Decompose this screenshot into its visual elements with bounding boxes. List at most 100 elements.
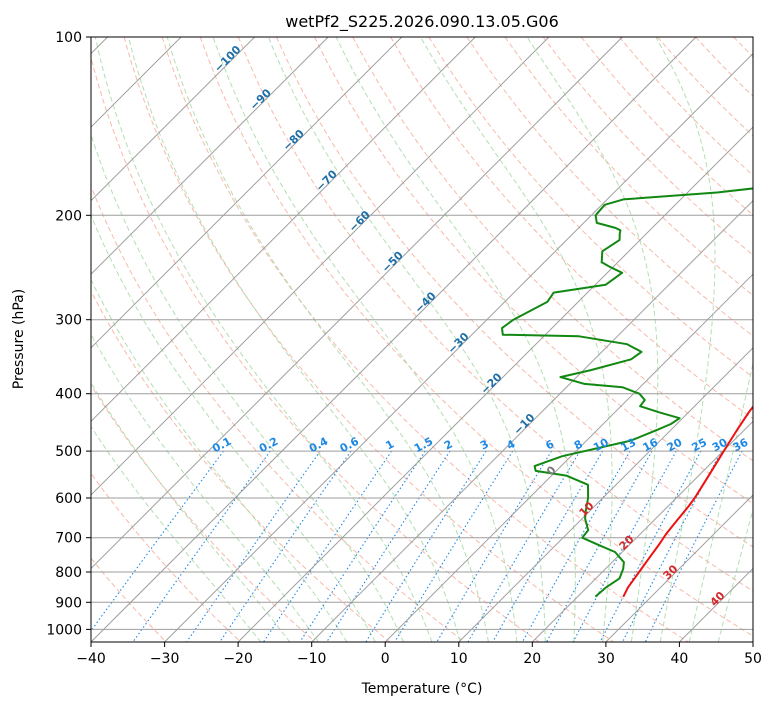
moist-adiabat-line xyxy=(94,37,433,642)
moist-adiabat-line xyxy=(91,278,348,642)
profile-series xyxy=(501,187,753,598)
y-tick-label: 100 xyxy=(55,30,82,46)
y-axis-label: Pressure (hPa) xyxy=(11,289,27,389)
moist-adiabat-line xyxy=(335,37,576,642)
mixing-ratio-line xyxy=(599,450,702,642)
mixing-ratio-line xyxy=(186,450,321,642)
x-tick-label: 20 xyxy=(523,651,541,667)
moist-adiabat-line xyxy=(420,37,613,642)
x-tick-label: 10 xyxy=(450,651,468,667)
y-tick-label: 300 xyxy=(55,313,82,329)
y-axis: 100 200 300 400 500 600 700 800 900 1000 xyxy=(46,30,91,638)
mixing-ratio-line xyxy=(492,450,604,642)
dry-adiabat-line xyxy=(428,37,753,378)
isotherm-line xyxy=(91,37,697,642)
dry-adiabat-line xyxy=(314,37,753,505)
x-axis: −40 −30 −20 −10 0 10 20 30 40 50 xyxy=(76,642,762,667)
mixing-ratio-line xyxy=(644,450,743,642)
isotherm-line xyxy=(311,199,753,642)
moist-adiabat-line xyxy=(688,360,753,642)
x-tick-label: −30 xyxy=(150,651,180,667)
pressure-grid xyxy=(91,37,753,630)
chart-title: wetPf2_S225.2026.090.13.05.G06 xyxy=(285,12,559,32)
mixing-ratio-line xyxy=(572,450,677,642)
dry-adiabat-line xyxy=(504,37,753,296)
y-tick-label: 200 xyxy=(55,208,82,224)
isotherm-line xyxy=(164,52,753,642)
mixing-ratio-label: 20 xyxy=(665,436,685,455)
mixing-ratio-line xyxy=(263,450,392,642)
x-tick-label: −40 xyxy=(76,651,106,667)
y-tick-label: 700 xyxy=(55,531,82,547)
dry-adiabat-line xyxy=(91,290,391,642)
moist-adiabat-line xyxy=(267,37,546,642)
isotherm-line xyxy=(91,37,476,423)
dry-adiabat-line xyxy=(237,37,753,592)
isotherm-line xyxy=(458,347,753,642)
dry-adiabat-line xyxy=(91,472,242,642)
x-tick-label: 50 xyxy=(744,651,762,667)
dewpoint-profile-line xyxy=(501,187,753,598)
dry-adiabat-line xyxy=(275,37,753,548)
mixing-ratio-label: 36 xyxy=(731,436,751,455)
mixing-ratio-lines xyxy=(91,450,743,642)
y-tick-label: 900 xyxy=(55,595,82,611)
isotherm-line xyxy=(91,37,623,570)
mixing-ratio-line xyxy=(299,450,426,642)
isotherm-line xyxy=(91,37,256,202)
moist-adiabat-line xyxy=(526,37,659,642)
mixing-ratio-label: 30 xyxy=(710,436,730,455)
y-tick-label: 400 xyxy=(55,387,82,403)
mixing-ratio-label: 10 xyxy=(591,436,611,455)
plot-area: 0.1 0.2 0.4 0.6 1 1.5 2 3 4 6 8 10 13 16 20 25 30 36−100−… xyxy=(91,37,753,642)
mixing-ratio-line xyxy=(219,450,352,642)
dry-adiabat-line xyxy=(91,55,540,642)
mixing-ratio-line xyxy=(522,450,631,642)
isotherm-line xyxy=(91,37,403,349)
dry-adiabat-line xyxy=(390,37,753,420)
dry-adiabats xyxy=(91,37,753,642)
isotherm-line xyxy=(605,494,753,642)
y-tick-label: 800 xyxy=(55,565,82,581)
moist-adiabat-line xyxy=(91,214,376,642)
moist-adiabat-line xyxy=(128,37,461,642)
moist-adiabat-line xyxy=(91,133,405,642)
isotherm-line xyxy=(91,37,329,275)
plot-frame xyxy=(90,36,754,643)
x-tick-label: 0 xyxy=(381,651,390,667)
dry-adiabat-line xyxy=(466,37,753,337)
mixing-ratio-line xyxy=(622,450,722,642)
isotherm-line xyxy=(531,420,753,642)
dry-adiabat-line xyxy=(123,37,614,642)
moist-adiabat-line xyxy=(166,37,489,642)
mixing-ratio-line xyxy=(91,450,224,632)
isotherm-line xyxy=(91,37,550,496)
mixing-ratio-label: 13 xyxy=(619,436,639,455)
x-tick-label: −10 xyxy=(297,651,327,667)
dry-adiabat-line xyxy=(161,37,689,642)
moist-adiabat-line xyxy=(91,333,319,642)
mixing-ratio-line xyxy=(546,450,653,642)
moist-adiabats xyxy=(91,37,753,642)
isotherm-line xyxy=(237,126,753,642)
moist-adiabat-line xyxy=(717,507,753,642)
y-tick-label: 500 xyxy=(55,444,82,460)
moist-adiabat-line xyxy=(91,425,262,642)
dry-adiabat-line xyxy=(91,185,465,642)
mixing-ratio-label: 16 xyxy=(641,436,661,455)
y-tick-label: 600 xyxy=(55,491,82,507)
isotherm-line xyxy=(384,273,753,642)
isotherm-grid xyxy=(91,37,753,642)
x-tick-label: 40 xyxy=(670,651,688,667)
moist-adiabat-line xyxy=(212,37,518,642)
dry-adiabat-line xyxy=(352,37,753,462)
x-tick-label: 30 xyxy=(597,651,615,667)
y-tick-label: 1000 xyxy=(46,622,82,638)
dry-adiabat-line xyxy=(91,384,316,642)
x-tick-label: −20 xyxy=(223,651,253,667)
mixing-ratio-label: 25 xyxy=(689,436,709,455)
temperature-profile-line xyxy=(622,405,753,598)
moist-adiabat-line xyxy=(655,37,716,642)
